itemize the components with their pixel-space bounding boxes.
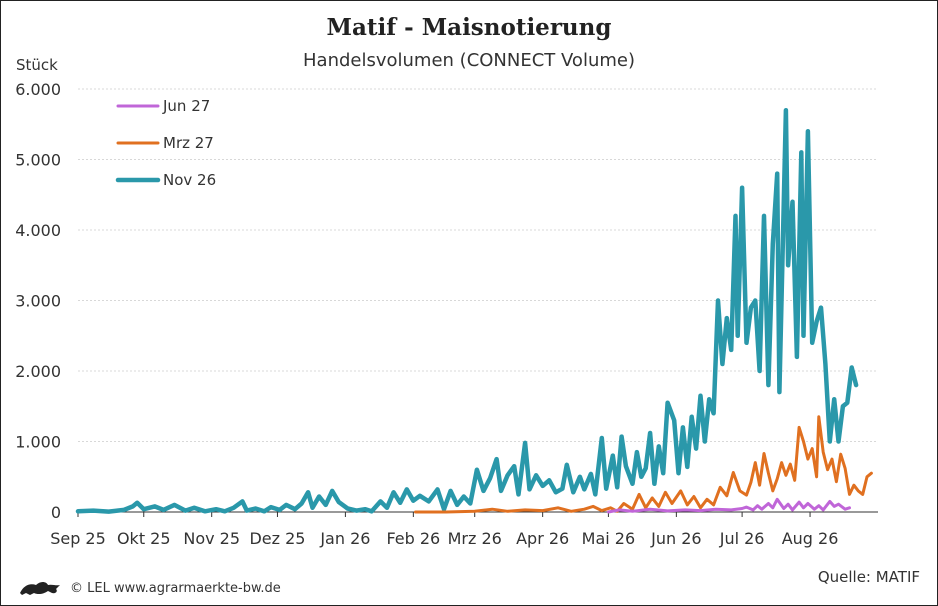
y-tick-label: 3.000	[15, 292, 61, 311]
series-lines	[75, 107, 873, 514]
x-tick-label: Okt 25	[117, 529, 171, 548]
y-tick-label: 4.000	[15, 221, 61, 240]
x-tick-label: Mai 26	[582, 529, 636, 548]
x-tick-label: Mrz 26	[448, 529, 502, 548]
x-tick-label: Apr 26	[516, 529, 569, 548]
x-tick-label: Sep 25	[50, 529, 106, 548]
footer-credit: © LEL www.agrarmaerkte-bw.de	[18, 579, 281, 597]
x-tick-label: Dez 25	[249, 529, 305, 548]
y-tick-label: 6.000	[15, 80, 61, 99]
legend-label: Nov 26	[163, 171, 216, 189]
chart-subtitle: Handelsvolumen (CONNECT Volume)	[303, 50, 635, 71]
y-tick-label: 5.000	[15, 151, 61, 170]
series-line-jun-27	[606, 497, 851, 514]
y-tick-label: 2.000	[15, 362, 61, 381]
y-tick-label: 0	[51, 503, 61, 522]
lion-logo-icon	[20, 582, 60, 595]
series-line-mrz-27	[414, 415, 873, 514]
x-tick-label: Nov 25	[183, 529, 240, 548]
x-tick-label: Jul 26	[719, 529, 765, 548]
x-axis-ticks: Sep 25 Okt 25 Nov 25 Dez 25 Jan 26 Feb 26 Mrz …	[50, 512, 838, 548]
legend-label: Jun 27	[162, 97, 210, 115]
chart-title: Matif - Maisnotierung	[326, 14, 612, 41]
series-line-nov-26	[75, 107, 859, 514]
copyright-text: © LEL www.agrarmaerkte-bw.de	[70, 580, 281, 596]
y-axis-unit: Stück	[16, 56, 58, 74]
gridlines	[78, 88, 878, 513]
x-tick-label: Feb 26	[386, 529, 440, 548]
y-tick-label: 1.000	[15, 433, 61, 452]
source-note: Quelle: MATIF	[817, 568, 920, 586]
y-axis-ticks: 0 1.000 2.000 3.000 4.000 5.000 6.000	[15, 80, 61, 522]
legend-label: Mrz 27	[163, 134, 214, 152]
x-tick-label: Jun 26	[650, 529, 701, 548]
x-tick-label: Aug 26	[782, 529, 839, 548]
legend: Jun 27 Mrz 27 Nov 26	[115, 97, 216, 189]
x-tick-label: Jan 26	[319, 529, 370, 548]
